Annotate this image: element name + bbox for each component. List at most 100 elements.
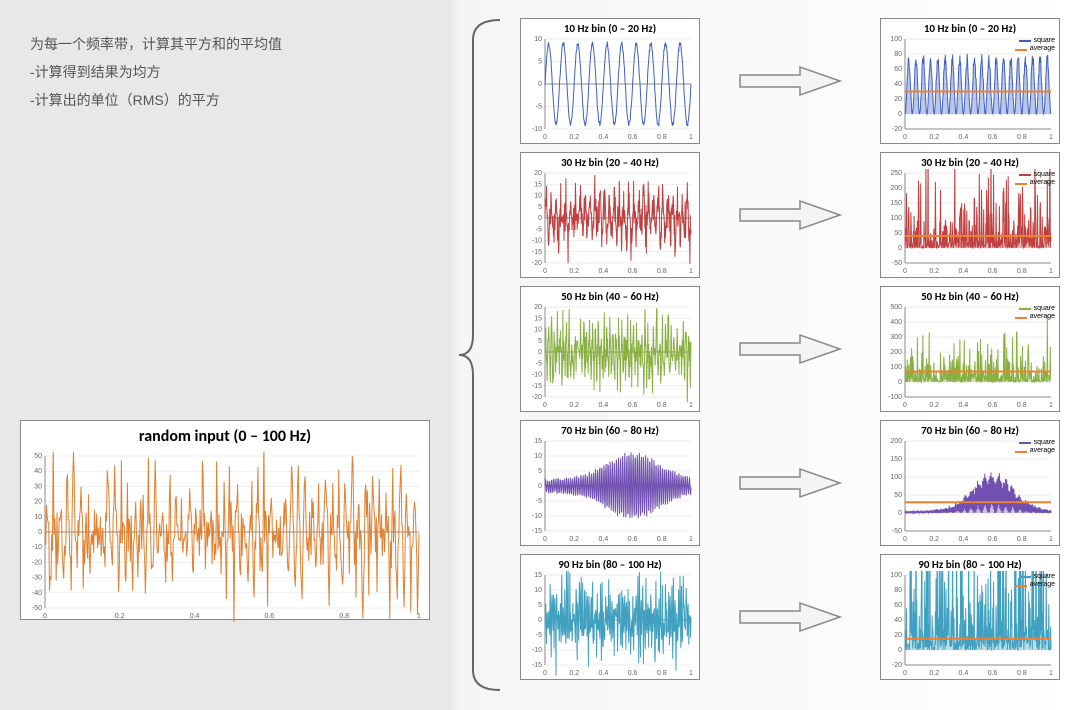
svg-text:0.8: 0.8 <box>1017 536 1027 543</box>
svg-text:80: 80 <box>894 587 902 594</box>
chart-legend: square average <box>1015 37 1055 54</box>
svg-text:40: 40 <box>894 81 902 88</box>
svg-text:-20: -20 <box>892 126 902 133</box>
svg-text:-5: -5 <box>536 632 542 639</box>
chart-title: 30 Hz bin (20 – 40 Hz) <box>881 153 1059 169</box>
svg-text:0.6: 0.6 <box>628 268 638 275</box>
svg-text:0.6: 0.6 <box>628 134 638 141</box>
svg-text:100: 100 <box>890 36 902 43</box>
svg-text:-5: -5 <box>536 498 542 505</box>
svg-text:0.2: 0.2 <box>929 536 939 543</box>
chart-panel: 70 Hz bin (60 – 80 Hz) -15-10-505101500.… <box>520 420 700 546</box>
svg-text:1: 1 <box>1049 402 1053 409</box>
svg-text:15: 15 <box>534 572 542 579</box>
chart-legend: square average <box>1015 171 1055 188</box>
chart-body: -15-10-505101500.20.40.60.81 <box>521 571 699 679</box>
arrow-icon <box>730 331 850 367</box>
svg-text:0.6: 0.6 <box>628 536 638 543</box>
svg-text:0.2: 0.2 <box>569 134 579 141</box>
svg-text:0: 0 <box>898 647 902 654</box>
svg-text:20: 20 <box>534 304 542 311</box>
svg-text:0.2: 0.2 <box>569 268 579 275</box>
svg-text:0: 0 <box>538 81 542 88</box>
svg-text:500: 500 <box>890 304 902 311</box>
svg-text:0.4: 0.4 <box>959 268 969 275</box>
svg-text:10: 10 <box>534 587 542 594</box>
svg-text:100: 100 <box>890 474 902 481</box>
svg-text:0.8: 0.8 <box>657 402 667 409</box>
svg-text:0.2: 0.2 <box>569 670 579 677</box>
svg-text:0.8: 0.8 <box>657 536 667 543</box>
svg-text:0.2: 0.2 <box>569 402 579 409</box>
chart-body: square average -2002040608010000.20.40.6… <box>881 571 1059 679</box>
legend-average: average <box>1030 179 1055 187</box>
svg-text:0.2: 0.2 <box>929 134 939 141</box>
svg-text:1: 1 <box>689 402 693 409</box>
svg-text:-5: -5 <box>536 360 542 367</box>
svg-text:0: 0 <box>903 268 907 275</box>
svg-text:200: 200 <box>890 349 902 356</box>
legend-average: average <box>1030 581 1055 589</box>
svg-text:-5: -5 <box>536 226 542 233</box>
svg-text:0: 0 <box>903 670 907 677</box>
svg-text:15: 15 <box>534 438 542 445</box>
chart-legend: square average <box>1015 305 1055 322</box>
svg-text:0: 0 <box>898 245 902 252</box>
svg-text:1: 1 <box>1049 268 1053 275</box>
svg-text:1: 1 <box>1049 134 1053 141</box>
svg-text:5: 5 <box>538 468 542 475</box>
svg-text:-20: -20 <box>532 394 542 401</box>
svg-text:0: 0 <box>543 536 547 543</box>
svg-text:100: 100 <box>890 364 902 371</box>
svg-text:100: 100 <box>890 215 902 222</box>
svg-text:0.8: 0.8 <box>657 134 667 141</box>
legend-average: average <box>1030 45 1055 53</box>
chart-title: 90 Hz bin (80 – 100 Hz) <box>881 555 1059 571</box>
chart-panel: 90 Hz bin (80 – 100 Hz) square average -… <box>880 554 1060 680</box>
svg-text:10: 10 <box>534 36 542 43</box>
svg-text:-5: -5 <box>536 104 542 111</box>
svg-text:0: 0 <box>903 134 907 141</box>
svg-text:-50: -50 <box>892 528 902 535</box>
svg-text:0: 0 <box>543 134 547 141</box>
legend-square: square <box>1034 573 1055 581</box>
svg-text:0: 0 <box>538 617 542 624</box>
svg-text:5: 5 <box>538 59 542 66</box>
svg-text:-50: -50 <box>892 260 902 267</box>
svg-text:1: 1 <box>689 268 693 275</box>
svg-text:100: 100 <box>890 572 902 579</box>
svg-text:0.4: 0.4 <box>599 134 609 141</box>
legend-square: square <box>1034 171 1055 179</box>
arrow-icon <box>730 63 850 99</box>
chart-panel: 90 Hz bin (80 – 100 Hz) -15-10-505101500… <box>520 554 700 680</box>
legend-square: square <box>1034 37 1055 45</box>
svg-text:-10: -10 <box>532 238 542 245</box>
chart-title: 30 Hz bin (20 – 40 Hz) <box>521 153 699 169</box>
svg-text:0.2: 0.2 <box>929 268 939 275</box>
chart-title: 50 Hz bin (40 – 60 Hz) <box>521 287 699 303</box>
svg-text:0.4: 0.4 <box>959 402 969 409</box>
chart-panel: 50 Hz bin (40 – 60 Hz) -20-15-10-5051015… <box>520 286 700 412</box>
chart-body: square average -2002040608010000.20.40.6… <box>881 35 1059 143</box>
svg-text:-10: -10 <box>532 647 542 654</box>
svg-text:5: 5 <box>538 204 542 211</box>
chart-title: 70 Hz bin (60 – 80 Hz) <box>521 421 699 437</box>
svg-text:10: 10 <box>534 327 542 334</box>
legend-square: square <box>1034 439 1055 447</box>
svg-text:-15: -15 <box>532 249 542 256</box>
chart-body: square average -5005010015020025000.20.4… <box>881 169 1059 277</box>
svg-text:0.4: 0.4 <box>599 536 609 543</box>
svg-text:0.2: 0.2 <box>929 670 939 677</box>
svg-text:300: 300 <box>890 334 902 341</box>
svg-text:0.6: 0.6 <box>988 402 998 409</box>
svg-text:-100: -100 <box>888 394 902 401</box>
svg-text:-10: -10 <box>532 372 542 379</box>
svg-text:150: 150 <box>890 200 902 207</box>
svg-text:200: 200 <box>890 185 902 192</box>
svg-text:0: 0 <box>903 402 907 409</box>
svg-text:1: 1 <box>1049 670 1053 677</box>
svg-text:-20: -20 <box>892 662 902 669</box>
svg-text:1: 1 <box>689 536 693 543</box>
svg-text:-15: -15 <box>532 528 542 535</box>
chart-body: -20-15-10-50510152000.20.40.60.81 <box>521 303 699 411</box>
